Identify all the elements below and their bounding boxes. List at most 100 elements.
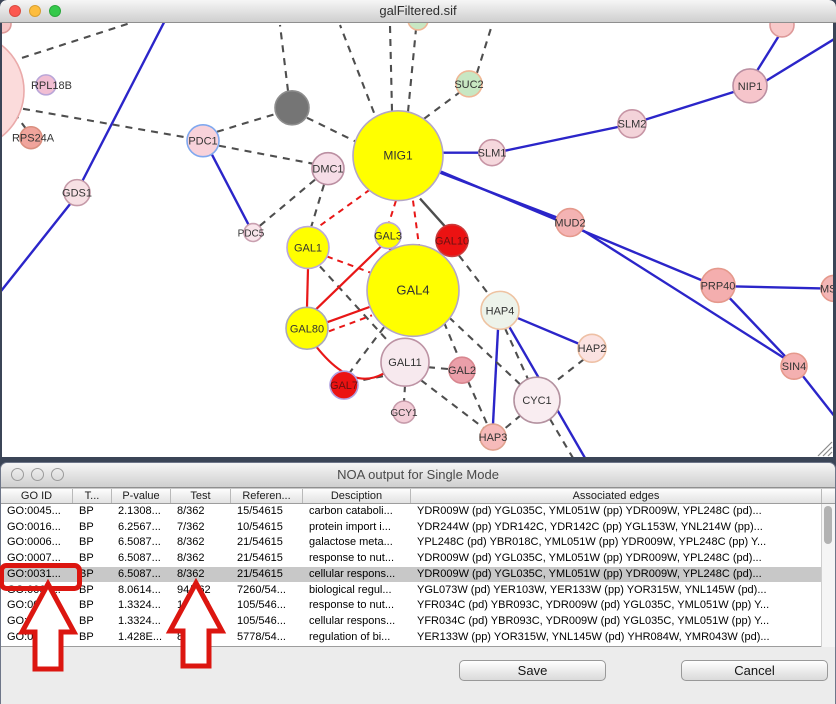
node-MIG1[interactable]	[352, 109, 444, 202]
edge-gray[interactable]	[419, 197, 447, 229]
node-GAL80[interactable]	[285, 306, 329, 351]
edge-blue[interactable]	[515, 316, 581, 346]
edge-dash[interactable]	[427, 366, 451, 371]
edge-dash[interactable]	[504, 327, 529, 380]
edge-rdash[interactable]	[412, 200, 420, 246]
column-header-t[interactable]: T...	[73, 489, 112, 503]
node-RPL18B[interactable]	[35, 74, 57, 96]
edge-dash[interactable]	[21, 23, 186, 59]
cancel-button[interactable]: Cancel	[681, 660, 828, 681]
edge-blue[interactable]	[644, 90, 735, 121]
node-DMC1[interactable]	[311, 151, 345, 186]
edge-dash[interactable]	[349, 326, 385, 373]
table-row[interactable]: GO:0007... BP 6.5087... 8/362 21/54615 respon…	[1, 551, 822, 567]
column-header-referen[interactable]: Referen...	[231, 489, 303, 503]
edge-dash[interactable]	[306, 116, 357, 143]
edge-blue[interactable]	[2, 200, 73, 293]
minimize-button[interactable]	[29, 5, 41, 17]
node-GAL1[interactable]	[286, 225, 330, 270]
node-GAL7[interactable]	[329, 370, 359, 400]
edge-dash[interactable]	[549, 418, 574, 457]
table-row[interactable]: GO:0031... BP 6.5087... 8/362 21/54615 cellul…	[1, 566, 822, 583]
edge-dash[interactable]	[551, 358, 585, 385]
edge-dash[interactable]	[278, 24, 290, 91]
network-canvas[interactable]: RPL18B RPS24A GDS1 PDC1 DMC1 MIG1 SUC2 SLM1 SLM2…	[2, 23, 833, 457]
table-row[interactable]: GO:0050... BP 1.428E... 80/362 5778/54... reg…	[1, 630, 822, 646]
node-PRP40[interactable]	[700, 267, 736, 304]
node-MSN1[interactable]	[820, 274, 833, 303]
node-PDC5[interactable]	[243, 222, 263, 243]
node-pink-cut[interactable]	[769, 23, 795, 38]
table-row[interactable]: GO:0006... BP 6.5087... 8/362 21/54615 galact…	[1, 535, 822, 551]
edge-dash[interactable]	[458, 254, 492, 299]
node-corner-cut[interactable]	[2, 23, 12, 34]
close-button-inactive[interactable]	[11, 468, 24, 481]
node-RPS24A[interactable]	[19, 125, 43, 150]
zoom-button[interactable]	[49, 5, 61, 17]
node-GCY1[interactable]	[392, 400, 416, 424]
node-GAL2[interactable]	[448, 356, 476, 384]
node-gray-node[interactable]	[274, 90, 310, 126]
edge-rdash[interactable]	[388, 200, 397, 223]
node-HAP3[interactable]	[479, 423, 507, 451]
column-header-desciption[interactable]: Desciption	[303, 489, 411, 503]
edge-blue[interactable]	[728, 296, 787, 359]
edge-dash[interactable]	[502, 414, 522, 431]
zoom-button-inactive[interactable]	[51, 468, 64, 481]
column-header-go-id[interactable]: GO ID	[1, 489, 73, 503]
edge-dash[interactable]	[443, 321, 460, 359]
minimize-button-inactive[interactable]	[31, 468, 44, 481]
node-SLM2[interactable]	[617, 109, 647, 139]
node-PDC1[interactable]	[186, 123, 220, 158]
edge-dash[interactable]	[448, 316, 522, 386]
edge-dash[interactable]	[402, 385, 407, 403]
edge-dash[interactable]	[406, 28, 418, 112]
edge-dash[interactable]	[423, 91, 460, 120]
edge-dash[interactable]	[475, 24, 494, 74]
node-green-cut[interactable]	[407, 23, 429, 31]
edge-dash[interactable]	[388, 24, 394, 111]
table-row[interactable]: GO:0065... BP 8.0614... 94/362 7260/54... bio…	[1, 583, 822, 599]
edge-blue[interactable]	[802, 375, 833, 418]
edge-red[interactable]	[326, 304, 375, 324]
column-header-test[interactable]: Test	[171, 489, 231, 503]
node-GAL11[interactable]	[380, 337, 430, 387]
edge-blue[interactable]	[734, 285, 823, 290]
node-MUD2[interactable]	[555, 207, 585, 238]
edge-dash[interactable]	[467, 380, 489, 427]
save-button[interactable]: Save	[459, 660, 606, 681]
edge-blue[interactable]	[755, 33, 782, 72]
column-header-associated-edges[interactable]: Associated edges	[411, 489, 822, 503]
node-GAL4[interactable]	[366, 243, 460, 338]
edge-dash[interactable]	[22, 107, 189, 139]
node-SLM1[interactable]	[478, 138, 506, 167]
edge-red[interactable]	[314, 245, 382, 312]
column-header-p-value[interactable]: P-value	[112, 489, 171, 503]
node-GAL3[interactable]	[374, 221, 402, 250]
edge-blue[interactable]	[582, 229, 787, 361]
edge-dash[interactable]	[339, 24, 375, 114]
node-HAP2[interactable]	[577, 333, 607, 364]
table-row[interactable]: GO:0016... BP 6.2567... 7/362 10/54615 protei…	[1, 520, 822, 536]
node-GDS1[interactable]	[63, 178, 91, 207]
edge-red[interactable]	[305, 268, 310, 308]
edge-blue[interactable]	[78, 23, 175, 187]
edge-dash[interactable]	[218, 144, 314, 165]
table-row[interactable]: GO:0045... BP 2.1308... 8/362 15/54615 carbon…	[1, 504, 822, 520]
edge-blue[interactable]	[504, 125, 620, 152]
edge-dash[interactable]	[319, 265, 391, 344]
edge-rdash[interactable]	[328, 314, 373, 333]
node-CYC1[interactable]	[513, 376, 561, 424]
node-SUC2[interactable]	[455, 70, 483, 98]
close-button[interactable]	[9, 5, 21, 17]
network-view[interactable]: RPL18B RPS24A GDS1 PDC1 DMC1 MIG1 SUC2 SLM1 SLM2…	[2, 23, 833, 457]
edge-rdash[interactable]	[315, 188, 371, 230]
node-cluster-large[interactable]	[2, 33, 25, 149]
edge-blue[interactable]	[210, 154, 251, 227]
node-NIP1[interactable]	[732, 68, 768, 104]
edge-dash[interactable]	[309, 184, 326, 228]
node-SIN4[interactable]	[780, 352, 808, 380]
node-GAL10[interactable]	[435, 223, 469, 258]
scrollbar-thumb[interactable]	[824, 506, 832, 544]
edge-dash[interactable]	[420, 379, 486, 430]
